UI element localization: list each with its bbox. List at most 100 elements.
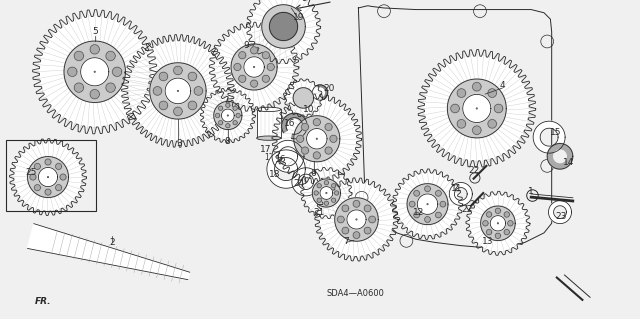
Bar bbox=[257, 109, 281, 138]
Polygon shape bbox=[250, 47, 258, 54]
Polygon shape bbox=[337, 216, 344, 223]
Polygon shape bbox=[159, 101, 168, 110]
Polygon shape bbox=[325, 123, 332, 130]
Polygon shape bbox=[244, 57, 264, 77]
Text: 2: 2 bbox=[109, 238, 115, 247]
Polygon shape bbox=[45, 159, 51, 165]
Polygon shape bbox=[106, 83, 115, 92]
Polygon shape bbox=[414, 212, 420, 218]
Polygon shape bbox=[173, 66, 182, 75]
Polygon shape bbox=[250, 80, 258, 87]
Polygon shape bbox=[239, 75, 246, 82]
Polygon shape bbox=[494, 104, 503, 113]
Text: 23: 23 bbox=[555, 212, 566, 221]
Polygon shape bbox=[233, 106, 237, 110]
Polygon shape bbox=[113, 67, 122, 77]
Polygon shape bbox=[504, 229, 509, 235]
Polygon shape bbox=[272, 140, 304, 172]
Text: 1: 1 bbox=[529, 187, 534, 196]
Polygon shape bbox=[45, 189, 51, 195]
Polygon shape bbox=[262, 52, 269, 59]
Polygon shape bbox=[317, 184, 321, 188]
Polygon shape bbox=[226, 123, 230, 128]
Polygon shape bbox=[269, 12, 298, 41]
Polygon shape bbox=[218, 106, 223, 110]
Circle shape bbox=[316, 88, 324, 97]
Text: 16: 16 bbox=[275, 155, 286, 164]
Polygon shape bbox=[282, 113, 307, 139]
Polygon shape bbox=[221, 109, 234, 122]
Polygon shape bbox=[38, 167, 58, 187]
Text: 12: 12 bbox=[413, 208, 424, 217]
Polygon shape bbox=[330, 135, 337, 142]
Polygon shape bbox=[533, 121, 565, 153]
Polygon shape bbox=[435, 212, 441, 218]
Polygon shape bbox=[262, 5, 305, 48]
Polygon shape bbox=[14, 143, 82, 211]
Ellipse shape bbox=[257, 107, 281, 112]
Text: 17: 17 bbox=[264, 153, 274, 162]
Polygon shape bbox=[173, 107, 182, 116]
Polygon shape bbox=[267, 150, 305, 188]
Polygon shape bbox=[307, 129, 327, 149]
Polygon shape bbox=[364, 205, 371, 212]
Polygon shape bbox=[435, 190, 441, 196]
Text: 20: 20 bbox=[323, 84, 335, 93]
Polygon shape bbox=[425, 186, 430, 192]
Polygon shape bbox=[486, 229, 492, 235]
Text: 17: 17 bbox=[260, 145, 271, 154]
Polygon shape bbox=[35, 163, 40, 169]
Polygon shape bbox=[353, 232, 360, 239]
Polygon shape bbox=[90, 90, 99, 99]
Text: 16: 16 bbox=[284, 119, 295, 128]
Polygon shape bbox=[233, 121, 237, 125]
Polygon shape bbox=[150, 63, 206, 119]
Polygon shape bbox=[40, 17, 150, 127]
Polygon shape bbox=[188, 72, 196, 81]
Polygon shape bbox=[60, 174, 66, 180]
Polygon shape bbox=[317, 198, 321, 202]
Polygon shape bbox=[194, 87, 203, 95]
Polygon shape bbox=[314, 191, 318, 195]
Polygon shape bbox=[488, 89, 497, 97]
Polygon shape bbox=[165, 78, 191, 104]
Polygon shape bbox=[547, 144, 573, 169]
Polygon shape bbox=[312, 179, 340, 207]
Polygon shape bbox=[35, 185, 40, 191]
Polygon shape bbox=[424, 56, 529, 161]
Text: 5: 5 bbox=[92, 27, 97, 36]
Polygon shape bbox=[74, 51, 84, 61]
Text: 24: 24 bbox=[293, 179, 305, 188]
Text: 9: 9 bbox=[244, 41, 249, 50]
Polygon shape bbox=[250, 0, 317, 60]
Polygon shape bbox=[332, 198, 336, 202]
Polygon shape bbox=[236, 113, 240, 118]
Polygon shape bbox=[369, 216, 376, 223]
Polygon shape bbox=[296, 135, 304, 142]
Polygon shape bbox=[481, 206, 515, 241]
Text: 13: 13 bbox=[482, 237, 493, 246]
Text: 25: 25 bbox=[25, 168, 36, 177]
Polygon shape bbox=[483, 221, 488, 226]
Polygon shape bbox=[214, 101, 242, 130]
Text: FR.: FR. bbox=[35, 297, 52, 306]
Text: 6: 6 bbox=[311, 169, 316, 178]
Polygon shape bbox=[188, 101, 196, 110]
Polygon shape bbox=[0, 0, 157, 319]
Text: SDA4—A0600: SDA4—A0600 bbox=[326, 289, 384, 298]
Polygon shape bbox=[292, 168, 320, 196]
Polygon shape bbox=[457, 120, 466, 128]
Polygon shape bbox=[486, 212, 492, 217]
Ellipse shape bbox=[257, 136, 281, 140]
Text: 22: 22 bbox=[468, 166, 479, 175]
Polygon shape bbox=[440, 201, 445, 207]
Polygon shape bbox=[90, 45, 99, 54]
Text: 15: 15 bbox=[550, 128, 561, 137]
Polygon shape bbox=[472, 82, 481, 91]
Polygon shape bbox=[28, 157, 68, 197]
Polygon shape bbox=[425, 217, 430, 222]
Polygon shape bbox=[508, 221, 513, 226]
Text: 14: 14 bbox=[563, 158, 574, 167]
Polygon shape bbox=[28, 224, 189, 280]
Polygon shape bbox=[313, 152, 321, 159]
